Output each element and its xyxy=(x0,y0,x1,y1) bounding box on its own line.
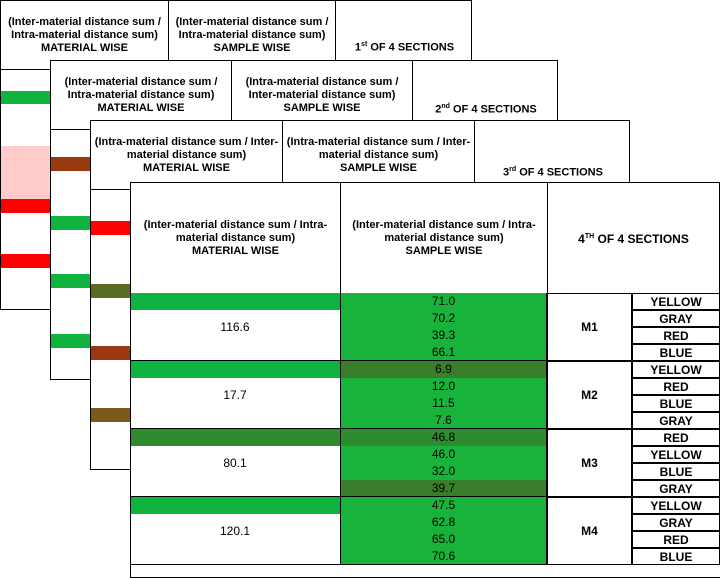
m3-material-sum: 80.1 xyxy=(223,456,247,470)
m1-sample-value: 66.1 xyxy=(340,344,547,361)
front-grid-line-v2 xyxy=(546,293,547,565)
m1-material-sum: 116.6 xyxy=(220,320,250,334)
m2-sample-value: 12.0 xyxy=(340,378,547,395)
front-header-sample: (Inter-material distance sum / Intra-mat… xyxy=(340,182,548,294)
sheet1-header-material-text: (Inter-material distance sum / Intra-mat… xyxy=(8,15,161,41)
m3-sample-value: 46.0 xyxy=(340,446,547,463)
front-header-material-sub: MATERIAL WISE xyxy=(192,244,279,257)
sheet3-brown-strip xyxy=(91,346,131,360)
front-grid-line-bottom xyxy=(130,564,720,565)
sheet1-header-sample: (Inter-material distance sum / Intra-mat… xyxy=(168,1,336,70)
m4-color-label: YELLOW xyxy=(632,497,720,514)
m2-sample-value: 11.5 xyxy=(340,395,547,412)
sheet2-header-material-text: (Inter-material distance sum / Intra-mat… xyxy=(64,75,218,101)
m3-color-label: YELLOW xyxy=(632,446,720,463)
m4-sample-value: 70.6 xyxy=(340,548,547,565)
m2-color-label: YELLOW xyxy=(632,361,720,378)
m4-material-label: M4 xyxy=(547,497,632,565)
m4-material-sum: 120.1 xyxy=(219,524,251,538)
m1-color-label: BLUE xyxy=(632,344,720,361)
sheet1-header-material: (Inter-material distance sum / Intra-mat… xyxy=(1,1,169,70)
front-header-sample-sub: SAMPLE WISE xyxy=(405,244,483,257)
sheet3-header-sample-sub: SAMPLE WISE xyxy=(339,161,417,174)
sheet2-brown-strip xyxy=(51,157,93,171)
front-header-material-text: (Inter-material distance sum / Intra-mat… xyxy=(143,218,328,244)
sheet3-red-strip xyxy=(91,221,131,235)
m1-sample-value: 70.2 xyxy=(340,310,547,327)
front-header-sample-text: (Inter-material distance sum / Intra-mat… xyxy=(352,218,536,244)
m4-color-label: GRAY xyxy=(632,514,720,531)
m4-sample-value: 65.0 xyxy=(340,531,547,548)
sheet3-olive-brown-strip xyxy=(91,408,131,422)
sheet1-red-strip-2 xyxy=(1,254,51,268)
sheet1-pink-block xyxy=(1,146,51,199)
sheet1-green-strip xyxy=(1,91,51,104)
m2-material-label: M2 xyxy=(547,361,632,429)
sheet1-header-sample-text: (Inter-material distance sum / Intra-mat… xyxy=(175,15,329,41)
sheet2-header-sample-sub: SAMPLE WISE xyxy=(283,101,361,114)
m1-color-label: RED xyxy=(632,327,720,344)
sheet1-header-material-sub: MATERIAL WISE xyxy=(41,41,128,54)
m2-material-green-strip xyxy=(131,361,340,378)
m3-sample-value: 39.7 xyxy=(340,480,547,497)
m1-sample-value: 71.0 xyxy=(340,293,547,310)
m1-color-label: GRAY xyxy=(632,310,720,327)
sheet2-green-strip-1 xyxy=(51,216,93,230)
m3-material-green-strip xyxy=(131,429,340,446)
m1-color-label: YELLOW xyxy=(632,293,720,310)
m4-color-label: RED xyxy=(632,531,720,548)
sheet2-green-strip-3 xyxy=(51,334,93,348)
front-grid-line-v1 xyxy=(340,293,341,565)
sheet3-header-sample: (Intra-material distance sum / Inter-mat… xyxy=(282,121,475,190)
m3-color-label: BLUE xyxy=(632,463,720,480)
m2-color-label: RED xyxy=(632,378,720,395)
front-grid-line-h3 xyxy=(130,496,547,497)
m3-color-label: GRAY xyxy=(632,480,720,497)
m2-sample-value: 7.6 xyxy=(340,412,547,429)
m3-sample-value: 32.0 xyxy=(340,463,547,480)
sheet3-olive-strip xyxy=(91,284,131,298)
sheet2-green-strip-2 xyxy=(51,274,93,288)
front-grid-line-h1 xyxy=(130,360,547,361)
sheet2-header-sample: (Intra-material distance sum / Inter-mat… xyxy=(231,61,413,130)
m3-color-label: RED xyxy=(632,429,720,446)
m2-material-sum: 17.7 xyxy=(223,388,247,402)
front-grid-line-h2 xyxy=(130,428,547,429)
m4-sample-value: 62.8 xyxy=(340,514,547,531)
m1-material-label: M1 xyxy=(547,293,632,361)
m3-material-label: M3 xyxy=(547,429,632,497)
sheet3-header-material-text: (Intra-material distance sum / Inter-mat… xyxy=(94,135,279,161)
front-header-material: (Inter-material distance sum / Intra-mat… xyxy=(130,182,341,294)
sheet1-red-strip-1 xyxy=(1,199,51,213)
sheet1-header-sample-sub: SAMPLE WISE xyxy=(213,41,291,54)
sheet3-header-material-sub: MATERIAL WISE xyxy=(143,161,230,174)
m4-sample-value: 47.5 xyxy=(340,497,547,514)
m4-color-label: BLUE xyxy=(632,548,720,565)
sheet2-header-sample-text: (Intra-material distance sum / Inter-mat… xyxy=(245,75,399,101)
sheet2-header-material-sub: MATERIAL WISE xyxy=(97,101,185,114)
m1-sample-value: 39.3 xyxy=(340,327,547,344)
sheet2-header-material: (Inter-material distance sum / Intra-mat… xyxy=(51,61,232,130)
sheet3-header-material: (Intra-material distance sum / Inter-mat… xyxy=(91,121,283,190)
sheet3-header-sample-text: (Intra-material distance sum / Inter-mat… xyxy=(286,135,471,161)
m2-color-label: GRAY xyxy=(632,412,720,429)
m2-color-label: BLUE xyxy=(632,395,720,412)
m1-material-green-strip xyxy=(131,293,340,310)
front-section-title: 4TH OF 4 SECTIONS xyxy=(547,182,720,294)
m2-sample-value: 6.9 xyxy=(340,361,547,378)
m3-sample-value: 46.8 xyxy=(340,429,547,446)
m4-material-green-strip xyxy=(131,497,340,514)
